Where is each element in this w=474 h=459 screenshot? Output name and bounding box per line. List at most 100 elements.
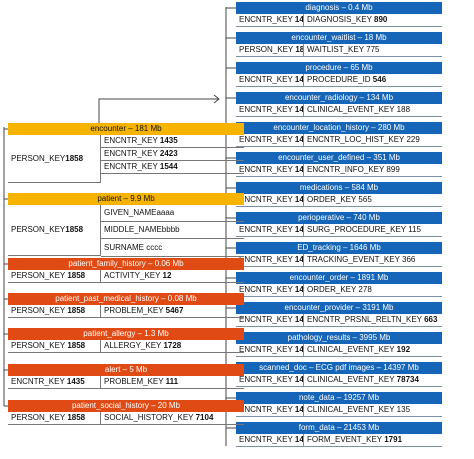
table-row: ENCNTR_KEY 2423 bbox=[101, 148, 244, 161]
right-key-cell: PROBLEM_KEY 111 bbox=[101, 376, 244, 388]
left-key-cell: PERSON_KEY 1858 bbox=[8, 412, 101, 424]
table-title: procedure – 65 Mb bbox=[236, 62, 442, 74]
key-label: ENCNTR_KEY bbox=[239, 75, 295, 84]
table-title: encounter_user_defined – 351 Mb bbox=[236, 152, 442, 164]
key-label: CLINICAL_EVENT_KEY bbox=[307, 375, 397, 384]
left-key-cell: PERSON_KEY 1858 bbox=[8, 305, 101, 317]
key-label: CLINICAL_EVENT_KEY 135 bbox=[307, 405, 411, 414]
field-label: SURNAME cccc bbox=[104, 243, 163, 252]
table-title: diagnosis – 0.4 Mb bbox=[236, 2, 442, 14]
right-key-cell: SOCIAL_HISTORY_KEY 7104 bbox=[101, 412, 244, 424]
left-key-cell: PERSON_KEY 1858 bbox=[8, 270, 101, 282]
table-row: SURNAME cccc bbox=[101, 239, 244, 257]
table-row: ENCNTR_KEY 1435TRACKING_EVENT_KEY 366 bbox=[236, 254, 442, 267]
key-value: 1544 bbox=[159, 162, 178, 171]
left-key-cell: ENCNTR_KEY 1435 bbox=[236, 314, 304, 326]
table-row: ENCNTR_KEY 1435CLINICAL_EVENT_KEY 192 bbox=[236, 344, 442, 357]
table-right-10: encounter_provider – 3191 Mb ENCNTR_KEY 1… bbox=[236, 302, 442, 327]
key-value: 12 bbox=[162, 271, 172, 280]
right-key-cell: CLINICAL_EVENT_KEY 135 bbox=[304, 404, 442, 416]
key-label: CLINICAL_EVENT_KEY bbox=[307, 345, 397, 354]
left-key-cell: ENCNTR_KEY 1435 bbox=[236, 404, 304, 416]
key-value: 1435 bbox=[294, 105, 304, 114]
left-key-cell: ENCNTR_KEY 1435 bbox=[236, 14, 304, 26]
right-key-cell: FORM_EVENT_KEY 1791 bbox=[304, 434, 442, 446]
key-label: ENCNTR_KEY bbox=[104, 136, 160, 145]
table-right-5: encounter_user_defined – 351 Mb ENCNTR_KE… bbox=[236, 152, 442, 177]
key-value: 546 bbox=[372, 75, 387, 84]
table-title: form_data – 21453 Mb bbox=[236, 422, 442, 434]
key-label: ENCNTR_KEY bbox=[104, 162, 160, 171]
key-value: 1435 bbox=[66, 377, 85, 386]
key-label: ENCNTR_KEY bbox=[239, 375, 295, 384]
key-label: PERSON_KEY bbox=[11, 271, 68, 280]
table-title: patient_family_history – 0.06 Mb bbox=[8, 258, 244, 270]
left-key-cell: ENCNTR_KEY 1435 bbox=[236, 74, 304, 86]
table-title: encounter_radiology – 134 Mb bbox=[236, 92, 442, 104]
key-value: 1858 bbox=[65, 225, 84, 234]
table-title: patient – 9.9 Mb bbox=[8, 193, 244, 205]
patient-person-key: PERSON_KEY 1858 bbox=[8, 205, 101, 256]
table-title: ED_tracking – 1646 Mb bbox=[236, 242, 442, 254]
key-value: 1435 bbox=[294, 285, 304, 294]
left-key-cell: ENCNTR_KEY 1435 bbox=[236, 224, 304, 236]
key-label: ENCNTR_KEY bbox=[239, 435, 295, 444]
table-row: PERSON_KEY 1858WAITLIST_KEY 775 bbox=[236, 44, 442, 57]
key-value: 1858 bbox=[67, 271, 86, 280]
table-right-4: encounter_location_history – 280 Mb ENCNT… bbox=[236, 122, 442, 147]
left-key-cell: ENCNTR_KEY 1435 bbox=[236, 134, 304, 146]
table-title: medications – 584 Mb bbox=[236, 182, 442, 194]
table-left-4: patient_social_history – 20 Mb PERSON_KEY… bbox=[8, 400, 244, 425]
key-value: 1858 bbox=[67, 306, 86, 315]
key-label: ENCNTR_KEY bbox=[239, 135, 295, 144]
key-label: ORDER_KEY 565 bbox=[307, 195, 372, 204]
key-value: 1435 bbox=[294, 345, 304, 354]
key-label: CLINICAL_EVENT_KEY 188 bbox=[307, 105, 411, 114]
key-value: 1435 bbox=[159, 136, 178, 145]
key-value: 78734 bbox=[396, 375, 419, 384]
key-value: 1728 bbox=[163, 341, 182, 350]
table-row: ENCNTR_KEY 1435CLINICAL_EVENT_KEY 188 bbox=[236, 104, 442, 117]
right-key-cell: PROCEDURE_ID 546 bbox=[304, 74, 442, 86]
key-label: ACTIVITY_KEY bbox=[104, 271, 163, 280]
table-title: alert – 5 Mb bbox=[8, 364, 244, 376]
patient-table: patient – 9.9 Mb PERSON_KEY 1858 GIVEN_N… bbox=[8, 193, 244, 257]
key-label: ENCNTR_KEY bbox=[239, 225, 295, 234]
right-key-cell: PROBLEM_KEY 5467 bbox=[101, 305, 244, 317]
table-title: encounter_waitlist – 18 Mb bbox=[236, 32, 442, 44]
right-key-cell: CLINICAL_EVENT_KEY 192 bbox=[304, 344, 442, 356]
key-label: ORDER_KEY 278 bbox=[307, 285, 372, 294]
right-key-cell: TRACKING_EVENT_KEY 366 bbox=[304, 254, 442, 266]
table-title: encounter_location_history – 280 Mb bbox=[236, 122, 442, 134]
key-label: ENCNTR_KEY bbox=[104, 149, 160, 158]
right-key-cell: CLINICAL_EVENT_KEY 188 bbox=[304, 104, 442, 116]
key-label: PERSON_KEY bbox=[239, 45, 296, 54]
table-row: ENCNTR_KEY 1435ORDER_KEY 565 bbox=[236, 194, 442, 207]
key-label: ENCNTR_KEY bbox=[239, 405, 295, 414]
table-left-3: alert – 5 Mb ENCNTR_KEY 1435 PROBLEM_KEY 1… bbox=[8, 364, 244, 389]
table-left-2: patient_allergy – 1.3 Mb PERSON_KEY 1858 A… bbox=[8, 328, 244, 353]
right-key-cell: ALLERGY_KEY 1728 bbox=[101, 340, 244, 352]
table-title: pathology_results – 3995 Mb bbox=[236, 332, 442, 344]
right-key-cell: ACTIVITY_KEY 12 bbox=[101, 270, 244, 282]
key-label: PERSON_KEY bbox=[11, 341, 68, 350]
left-key-cell: PERSON_KEY 1858 bbox=[236, 44, 304, 56]
key-label: ENCNTR_PRSNL_RELTN_KEY bbox=[307, 315, 425, 324]
encounter-person-key: PERSON_KEY 1858 bbox=[8, 135, 101, 183]
field-label: MIDDLE_NAMEbbbb bbox=[104, 225, 180, 234]
key-label: ENCNTR_KEY bbox=[11, 377, 67, 386]
key-label: ENCNTR_KEY bbox=[239, 285, 295, 294]
key-label: WAITLIST_KEY 775 bbox=[307, 45, 380, 54]
key-value: 1435 bbox=[294, 75, 304, 84]
key-label: ENCNTR_KEY bbox=[239, 105, 295, 114]
table-row: PERSON_KEY 1858 ALLERGY_KEY 1728 bbox=[8, 340, 244, 353]
key-label: ENCNTR_LOC_HIST_KEY 229 bbox=[307, 135, 420, 144]
key-value: 7104 bbox=[195, 413, 214, 422]
table-left-0: patient_family_history – 0.06 Mb PERSON_K… bbox=[8, 258, 244, 283]
right-key-cell: CLINICAL_EVENT_KEY 78734 bbox=[304, 374, 442, 386]
table-right-3: encounter_radiology – 134 Mb ENCNTR_KEY 1… bbox=[236, 92, 442, 117]
encounter-table: encounter – 181 Mb PERSON_KEY 1858 ENCNT… bbox=[8, 123, 244, 185]
